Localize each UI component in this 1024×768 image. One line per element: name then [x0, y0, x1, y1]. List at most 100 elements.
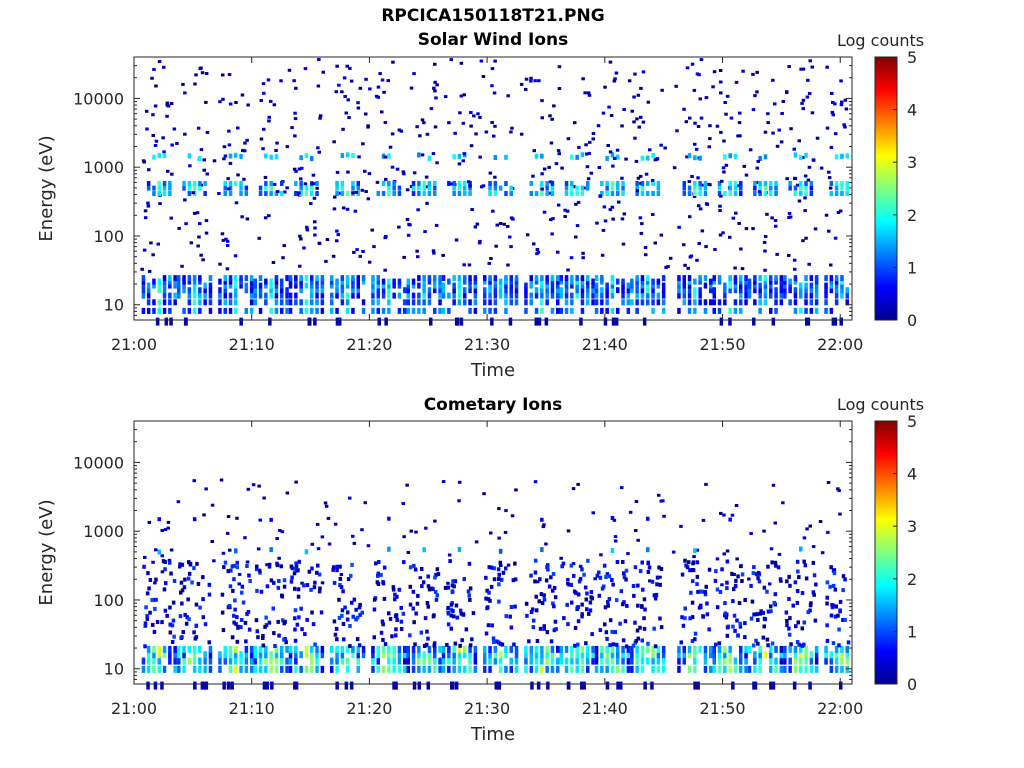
heatmap-cell — [783, 275, 787, 282]
heatmap-cell — [269, 181, 273, 186]
heatmap-cell — [720, 567, 724, 572]
heatmap-cell — [427, 645, 432, 653]
heatmap-cell — [804, 236, 808, 240]
heatmap-cell — [824, 292, 828, 299]
heatmap-cell — [804, 657, 808, 665]
heatmap-cell — [343, 605, 347, 610]
heatmap-cell — [335, 170, 340, 174]
heatmap-cell — [739, 282, 743, 289]
heatmap-cell — [417, 651, 421, 659]
heatmap-cell — [230, 681, 234, 690]
heatmap-cell — [150, 598, 154, 602]
heatmap-cell — [556, 278, 560, 285]
heatmap-cell — [570, 299, 574, 306]
heatmap-cell — [165, 613, 169, 618]
heatmap-cell — [514, 287, 519, 294]
heatmap-cell — [221, 551, 226, 555]
heatmap-cell — [493, 287, 498, 294]
heatmap-cell — [488, 287, 492, 294]
heatmap-cell — [559, 556, 563, 560]
heatmap-cell — [355, 615, 360, 620]
heatmap-cell — [807, 165, 812, 169]
heatmap-cell — [152, 68, 156, 71]
heatmap-cell — [547, 584, 552, 589]
heatmap-cell — [809, 292, 814, 299]
heatmap-cell — [411, 181, 416, 186]
heatmap-cell — [463, 651, 467, 659]
heatmap-cell — [498, 222, 503, 225]
heatmap-cell — [221, 97, 225, 101]
heatmap-cell — [294, 86, 298, 90]
heatmap-cell — [585, 591, 589, 596]
heatmap-cell — [315, 657, 319, 665]
heatmap-cell — [280, 278, 284, 285]
heatmap-cell — [506, 94, 510, 98]
y-tick-label: 1000 — [83, 158, 124, 177]
heatmap-cell — [709, 282, 713, 289]
heatmap-cell — [740, 572, 745, 577]
heatmap-cell — [529, 299, 533, 306]
heatmap-cell — [736, 134, 740, 138]
heatmap-cell — [203, 622, 208, 627]
heatmap-cell — [356, 645, 360, 653]
heatmap-cell — [152, 154, 156, 160]
heatmap-cell — [380, 619, 385, 624]
heatmap-cell — [387, 181, 391, 186]
heatmap-cell — [310, 542, 315, 546]
heatmap-cell — [468, 651, 472, 659]
heatmap-cell — [829, 565, 833, 570]
heatmap-cell — [228, 181, 233, 186]
heatmap-cell — [725, 94, 730, 98]
heatmap-cell — [218, 665, 222, 673]
heatmap-cell — [265, 681, 269, 690]
heatmap-cell — [724, 112, 728, 116]
heatmap-cell — [157, 549, 161, 555]
heatmap-cell — [793, 307, 798, 314]
heatmap-cell — [473, 292, 478, 299]
heatmap-cell — [761, 635, 766, 640]
heatmap-cell — [774, 665, 778, 673]
heatmap-cell — [693, 287, 697, 294]
heatmap-cell — [687, 180, 692, 184]
heatmap-cell — [345, 645, 350, 653]
heatmap-cell — [418, 134, 422, 138]
heatmap-cell — [201, 258, 205, 262]
heatmap-cell — [490, 623, 494, 628]
heatmap-cell — [160, 681, 164, 690]
heatmap-cell — [586, 645, 590, 653]
heatmap-cell — [315, 665, 319, 673]
heatmap-cell — [586, 299, 590, 306]
heatmap-cell — [703, 282, 708, 289]
heatmap-cell — [706, 182, 711, 186]
heatmap-cell — [771, 131, 775, 135]
heatmap-cell — [280, 181, 284, 186]
x-tick-label: 21:00 — [111, 699, 157, 718]
heatmap-cell — [239, 625, 243, 630]
heatmap-cell — [636, 603, 640, 608]
heatmap-cell — [610, 185, 615, 191]
heatmap-cell — [382, 596, 387, 601]
heatmap-cell — [744, 665, 748, 673]
heatmap-cell — [452, 292, 456, 299]
heatmap-cell — [777, 552, 782, 556]
heatmap-cell — [441, 282, 446, 289]
heatmap-cell — [481, 184, 486, 188]
heatmap-cell — [811, 158, 816, 162]
heatmap-cell — [320, 278, 325, 285]
heatmap-cell — [722, 552, 726, 556]
heatmap-cell — [208, 665, 213, 673]
heatmap-cell — [775, 144, 780, 148]
heatmap-cell — [581, 251, 585, 255]
heatmap-cell — [467, 263, 472, 267]
heatmap-cell — [406, 551, 411, 554]
heatmap-cell — [703, 590, 707, 594]
heatmap-cell — [264, 645, 268, 653]
heatmap-cell — [825, 638, 830, 643]
heatmap-cell — [728, 307, 732, 314]
heatmap-cell — [169, 548, 174, 552]
heatmap-cell — [540, 187, 544, 191]
heatmap-cell — [755, 612, 759, 617]
heatmap-cell — [234, 282, 238, 289]
heatmap-cell — [269, 185, 273, 191]
heatmap-cell — [573, 625, 578, 630]
